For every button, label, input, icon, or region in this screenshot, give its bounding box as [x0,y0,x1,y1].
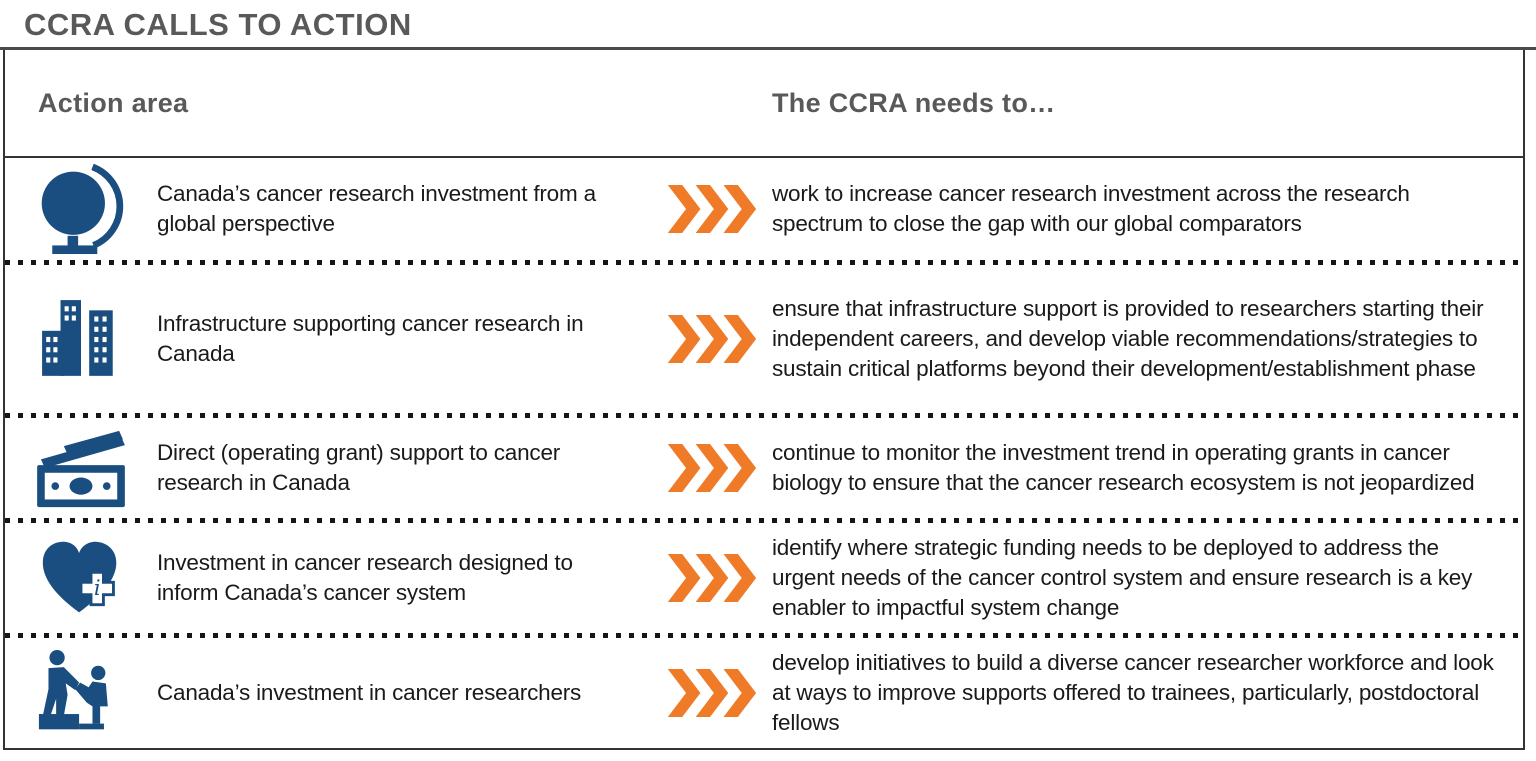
action-area-label: Canada’s cancer research investment from… [157,181,596,236]
buildings-icon [5,296,157,382]
dotted-separator [5,260,1523,265]
action-area-label: Infrastructure supporting cancer researc… [157,311,584,366]
triple-chevron-icon [652,554,770,602]
action-area-label: Canada’s investment in cancer researcher… [157,680,582,705]
action-area-label: Investment in cancer research designed t… [157,550,573,605]
dotted-separator [5,633,1523,638]
table-row: Infrastructure supporting cancer researc… [5,265,1523,413]
globe-icon [5,163,157,255]
calls-to-action-table: Action area The CCRA needs to… Canada’s … [3,50,1525,750]
column-header-action-area: Action area [38,87,189,118]
column-header-ccra-needs: The CCRA needs to… [772,87,1056,118]
table-row: i Investment in cancer research designed… [5,523,1523,633]
ccra-needs-text: continue to monitor the investment trend… [772,440,1475,495]
title-underline [0,47,1536,50]
ccra-needs-text: ensure that infrastructure support is pr… [772,296,1484,381]
dotted-separator [5,518,1523,523]
table-row: Canada’s cancer research investment from… [5,158,1523,260]
triple-chevron-icon [652,669,770,717]
table-header-row: Action area The CCRA needs to… [5,50,1523,156]
triple-chevron-icon [652,444,770,492]
people-handshake-icon [5,647,157,739]
header-divider [5,156,1523,158]
ccra-needs-text: work to increase cancer research investm… [772,181,1410,236]
ccra-needs-text: develop initiatives to build a diverse c… [772,650,1494,735]
svg-text:i: i [94,576,101,600]
action-area-label: Direct (operating grant) support to canc… [157,440,561,495]
money-icon [5,427,157,509]
table-row: Canada’s investment in cancer researcher… [5,638,1523,748]
triple-chevron-icon [652,185,770,233]
heart-medical-info-icon: i [5,536,157,620]
ccra-needs-text: identify where strategic funding needs t… [772,535,1473,620]
table-row: Direct (operating grant) support to canc… [5,418,1523,518]
dotted-separator [5,413,1523,418]
triple-chevron-icon [652,315,770,363]
page-title: CCRA CALLS TO ACTION [24,7,412,42]
